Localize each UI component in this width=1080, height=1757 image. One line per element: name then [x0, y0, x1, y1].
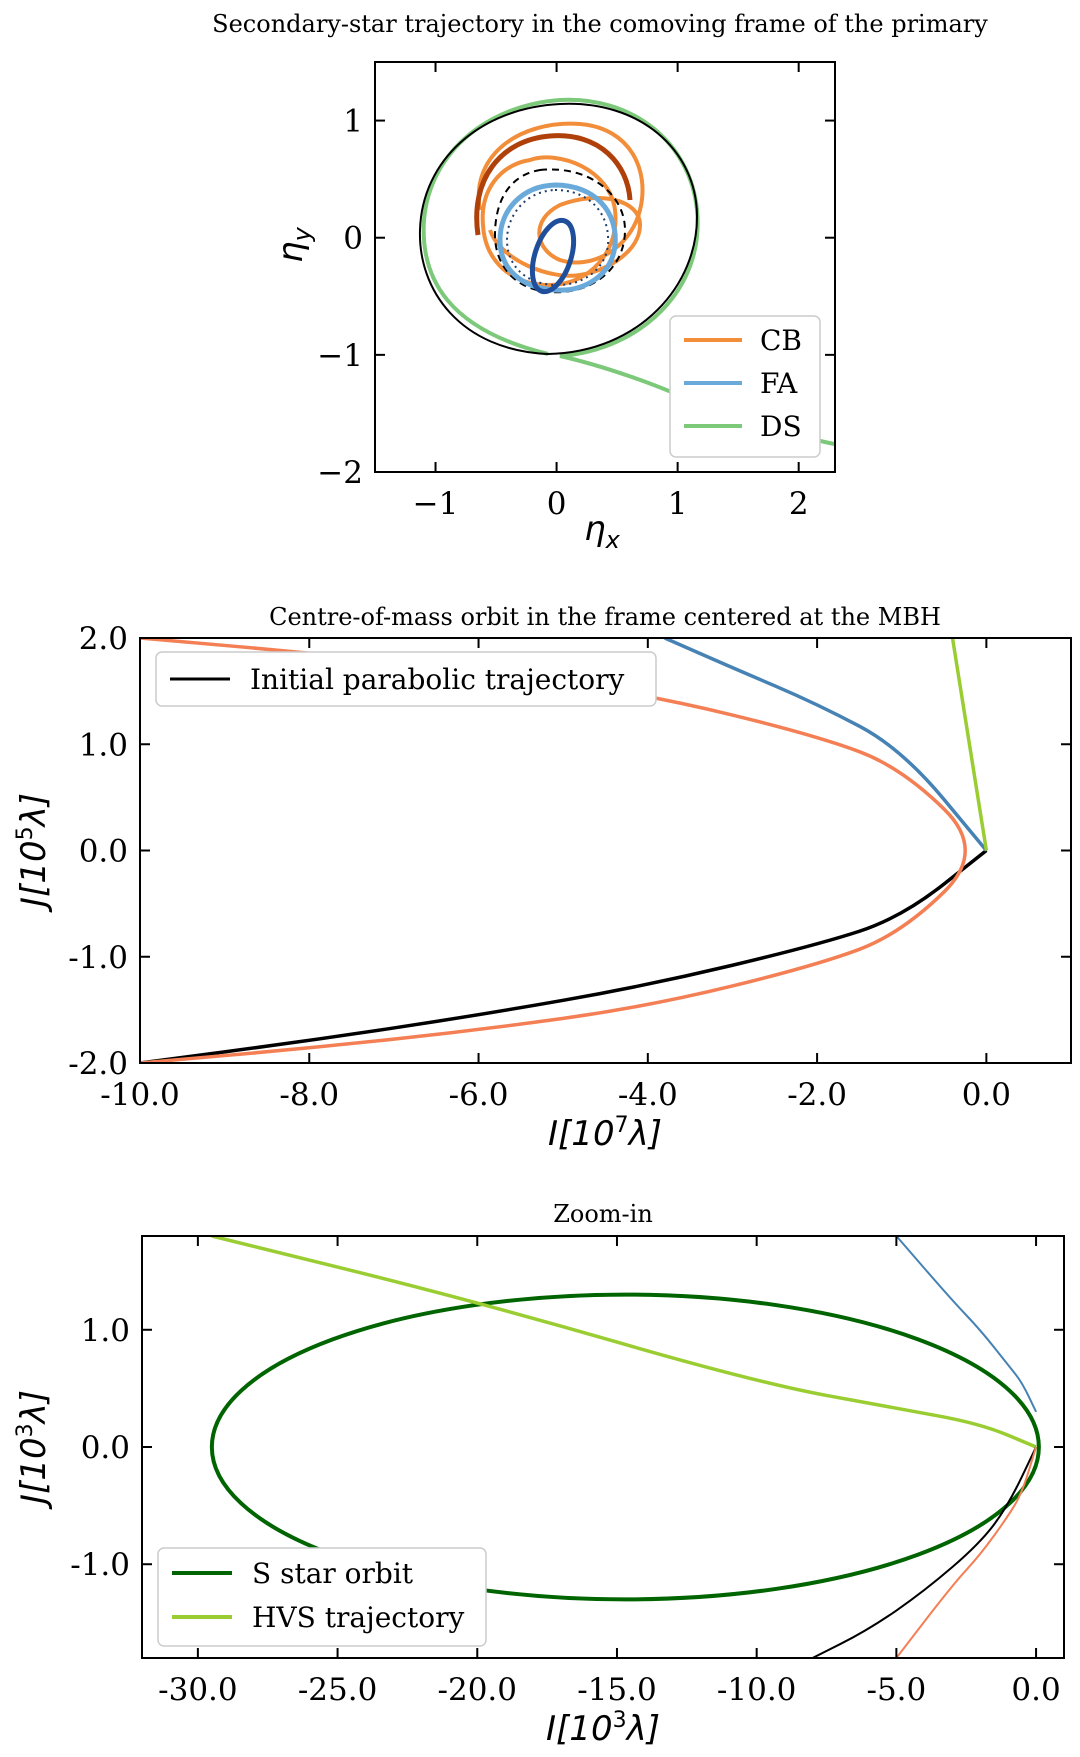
hvs-trajectory-line [211, 1236, 1037, 1449]
panel2-legend: Initial parabolic trajectory [155, 651, 657, 707]
panel2-ticks: -10.0 -8.0 -6.0 -4.0 -2.0 0.0 2.0 1.0 0.0 -1.0 -2.… [68, 621, 1071, 1113]
y-tick-label: 0.0 [79, 834, 128, 870]
panel1-legend: CB FA DS [669, 315, 821, 458]
x-tick-label: -6.0 [449, 1077, 509, 1113]
x-tick-label: -30.0 [158, 1672, 238, 1708]
reference-orbit [418, 102, 699, 356]
panel3-ylabel: J[103λ] [13, 1390, 54, 1510]
series-4-line [895, 1236, 1037, 1413]
panel-secondary-star: Secondary-star trajectory in the comovin… [212, 10, 988, 554]
y-tick-label: 0 [343, 221, 363, 257]
x-tick-label: 1 [668, 486, 688, 522]
fa-trajectory [497, 182, 618, 293]
y-tick-label: −1 [317, 338, 363, 374]
x-tick-label: -10.0 [100, 1077, 180, 1113]
y-tick-label: 1.0 [79, 727, 128, 763]
x-tick-label: -25.0 [298, 1672, 378, 1708]
x-tick-label: −1 [413, 486, 459, 522]
legend-parabolic: Initial parabolic trajectory [250, 663, 625, 696]
panel2-xlabel: I[107λ] [548, 1113, 662, 1154]
x-tick-label: -15.0 [577, 1672, 657, 1708]
panel3-legend: S star orbit HVS trajectory [157, 1547, 487, 1647]
panel1-ylabel: ηy [271, 226, 316, 263]
series-2-line [664, 638, 988, 852]
x-tick-label: -20.0 [438, 1672, 518, 1708]
panel1-title: Secondary-star trajectory in the comovin… [212, 10, 988, 38]
legend-hvs: HVS trajectory [252, 1601, 464, 1634]
panel3-ticks: -30.0 -25.0 -20.0 -15.0 -10.0 -5.0 0.0 1.0 0.0 -1… [70, 1236, 1064, 1708]
panel3-curves [209, 1236, 1041, 1658]
y-tick-label: 2.0 [79, 621, 128, 657]
x-tick-label: -5.0 [866, 1672, 926, 1708]
panel-com-orbit: Centre-of-mass orbit in the frame center… [13, 603, 1072, 1154]
s-star-orbit-line [209, 1292, 1041, 1602]
y-tick-label: 1 [343, 104, 363, 140]
panel-zoom: Zoom-in -30.0 -25.0 -20.0 -15.0 -10.0 -5.0 0.0… [13, 1200, 1065, 1749]
series-2-line [812, 1446, 1037, 1658]
legend-ds: DS [760, 410, 802, 443]
fa-dotted [505, 188, 610, 287]
cb-trajectory [476, 121, 645, 278]
x-tick-label: -8.0 [279, 1077, 339, 1113]
x-tick-label: -4.0 [618, 1077, 678, 1113]
legend-cb: CB [760, 324, 802, 357]
series-3-line [950, 638, 989, 851]
x-tick-label: 0 [547, 486, 567, 522]
panel3-xlabel: I[103λ] [546, 1708, 660, 1749]
panel2-ylabel: J[105λ] [13, 793, 54, 913]
x-tick-label: 0.0 [962, 1077, 1011, 1113]
x-tick-label: -10.0 [717, 1672, 797, 1708]
y-tick-label: -2.0 [68, 1046, 128, 1082]
panel1-ticks: −1 0 1 2 1 0 −1 −2 [317, 62, 835, 522]
x-tick-label: 2 [789, 486, 809, 522]
initial-parabolic-trajectory-line [140, 849, 988, 1063]
panel1-xlabel: ηx [584, 509, 621, 554]
y-tick-label: -1.0 [70, 1547, 130, 1583]
panel1-frame [374, 61, 836, 473]
y-tick-label: 0.0 [81, 1430, 130, 1466]
y-tick-label: -1.0 [68, 940, 128, 976]
series-3-line [895, 1446, 1038, 1658]
x-tick-label: -2.0 [787, 1077, 847, 1113]
x-tick-label: 0.0 [1011, 1672, 1060, 1708]
dark-blue-loop [529, 217, 577, 295]
panel3-title: Zoom-in [553, 1200, 653, 1228]
y-tick-label: 1.0 [81, 1313, 130, 1349]
legend-s-star: S star orbit [252, 1557, 414, 1590]
legend-fa: FA [760, 367, 798, 400]
cb-dark-arc [474, 133, 633, 236]
panel2-title: Centre-of-mass orbit in the frame center… [269, 603, 941, 631]
y-tick-label: −2 [317, 455, 363, 491]
